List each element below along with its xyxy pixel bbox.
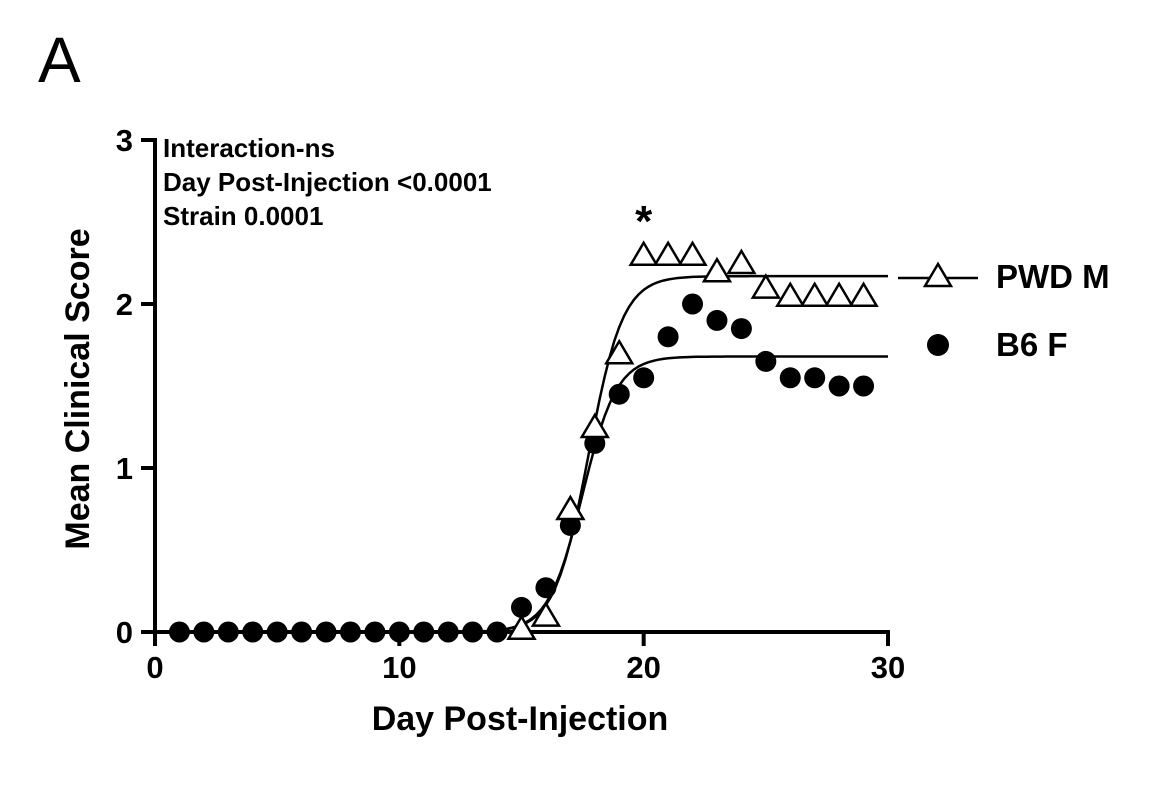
y-tick-label: 1: [116, 451, 133, 486]
data-point-pwd-m: [750, 273, 782, 299]
data-point-b6-f: [339, 621, 361, 643]
data-point-pwd-m: [530, 601, 562, 627]
y-tick-label: 2: [116, 287, 133, 322]
stats-line-strain: Strain 0.0001: [163, 201, 324, 231]
data-point-b6-f: [193, 621, 215, 643]
x-tick-label: 10: [382, 650, 416, 685]
data-point-b6-f: [804, 367, 826, 389]
significance-asterisk: *: [635, 197, 653, 246]
data-point-pwd-m: [799, 281, 830, 308]
data-point-b6-f: [730, 318, 752, 340]
legend-label-pwd-m: PWD M: [996, 258, 1110, 295]
data-point-b6-f: [315, 621, 337, 643]
data-point-b6-f: [291, 621, 313, 643]
data-point-pwd-m: [726, 248, 757, 275]
data-point-b6-f: [633, 367, 655, 389]
data-point-b6-f: [657, 326, 679, 348]
data-point-pwd-m: [579, 412, 610, 439]
stats-line-interaction: Interaction-ns: [163, 133, 335, 163]
data-point-b6-f: [242, 621, 264, 643]
panel-label: A: [38, 24, 81, 96]
legend-label-b6-f: B6 F: [996, 326, 1068, 363]
data-point-b6-f: [413, 621, 435, 643]
filled-circle-icon: [927, 334, 949, 356]
data-point-b6-f: [608, 383, 630, 405]
data-point-pwd-m: [848, 281, 879, 308]
y-tick-label: 3: [116, 123, 133, 158]
data-point-b6-f: [388, 621, 410, 643]
open-triangle-icon: [898, 261, 978, 288]
stats-line-day-post-injection: Day Post-Injection <0.0001: [163, 167, 492, 197]
data-point-b6-f: [706, 309, 728, 331]
data-point-b6-f: [755, 350, 777, 372]
y-axis-label: Mean Clinical Score: [59, 228, 97, 550]
data-point-b6-f: [462, 621, 484, 643]
x-axis-label: Day Post-Injection: [371, 700, 669, 738]
data-point-pwd-m: [652, 240, 684, 267]
legend-entry-b6-f: B6 F: [896, 324, 1068, 366]
x-tick-label: 30: [871, 650, 905, 685]
data-point-b6-f: [168, 621, 190, 643]
fit-curve-pwd-m: [179, 274, 888, 634]
data-point-b6-f: [364, 621, 386, 643]
data-point-pwd-m: [506, 614, 537, 640]
data-point-b6-f: [486, 621, 508, 643]
data-point-b6-f: [266, 621, 288, 643]
stats-annotation: Interaction-ns Day Post-Injection <0.000…: [163, 131, 492, 233]
data-point-b6-f: [682, 293, 704, 315]
data-point-b6-f: [779, 367, 801, 389]
data-point-pwd-m: [823, 281, 855, 308]
data-point-pwd-m: [555, 494, 586, 521]
x-tick-label: 0: [146, 650, 163, 685]
data-point-b6-f: [217, 621, 239, 643]
data-point-pwd-m: [701, 256, 733, 283]
data-point-pwd-m: [628, 240, 659, 267]
data-point-b6-f: [828, 375, 850, 397]
x-tick-label: 20: [626, 650, 660, 685]
data-point-b6-f: [535, 577, 557, 599]
legend-entry-pwd-m: PWD M: [896, 256, 1110, 298]
data-point-pwd-m: [604, 338, 635, 365]
fit-curve-b6-f: [179, 355, 888, 634]
data-point-pwd-m: [677, 240, 708, 267]
y-tick-label: 0: [116, 615, 133, 650]
data-point-b6-f: [437, 621, 459, 643]
data-point-b6-f: [511, 596, 532, 618]
data-point-b6-f: [853, 375, 875, 397]
data-point-pwd-m: [775, 281, 806, 308]
